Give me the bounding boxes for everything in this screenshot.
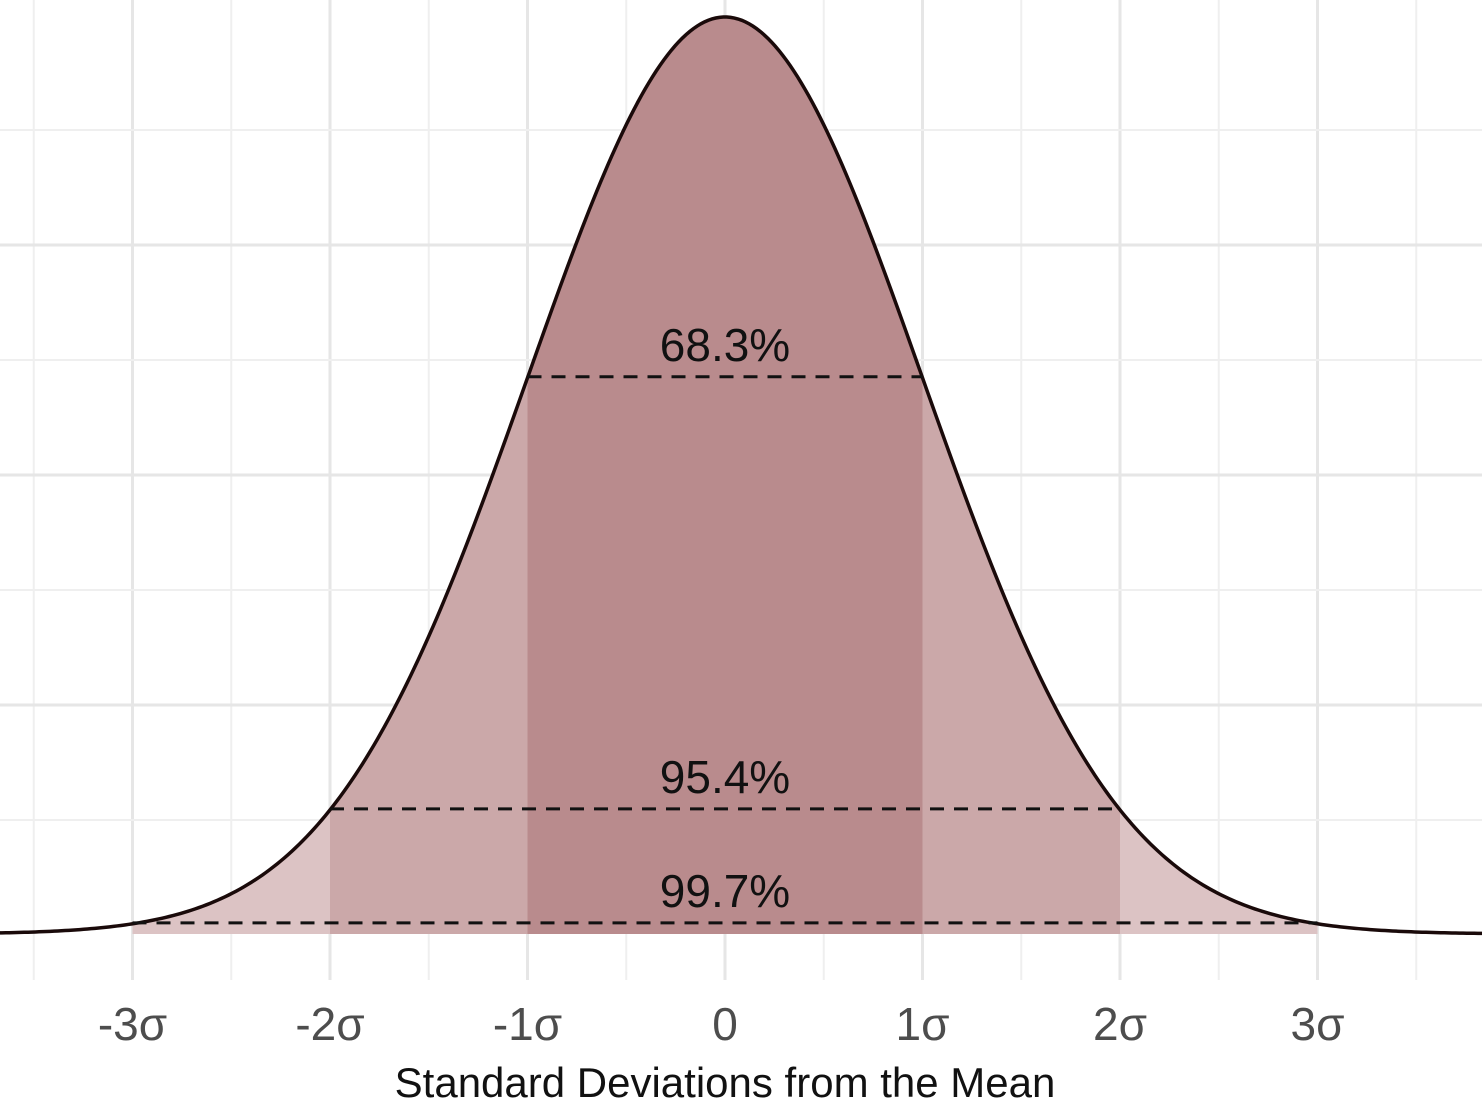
band-dashed-lines (132, 375, 1318, 925)
x-tick-label: 1σ (896, 998, 950, 1050)
x-tick-label: -2σ (295, 998, 364, 1050)
x-axis-title: Standard Deviations from the Mean (395, 1059, 1056, 1106)
band-label-99.7%: 99.7% (660, 865, 790, 917)
sd-bands (132, 17, 1318, 934)
x-tick-label: 0 (712, 998, 738, 1050)
band-area-68.3% (527, 17, 923, 934)
density-curve (0, 15, 1482, 936)
x-tick-labels: -3σ -2σ -1σ 0 1σ 2σ 3σ (98, 998, 1345, 1050)
band-labels: 99.7% 95.4% 68.3% (660, 319, 790, 917)
x-tick-label: -1σ (493, 998, 562, 1050)
band-label-95.4%: 95.4% (660, 751, 790, 803)
x-tick-label: -3σ (98, 998, 167, 1050)
x-tick-label: 2σ (1093, 998, 1147, 1050)
x-tick-label: 3σ (1291, 998, 1345, 1050)
band-label-68.3%: 68.3% (660, 319, 790, 371)
